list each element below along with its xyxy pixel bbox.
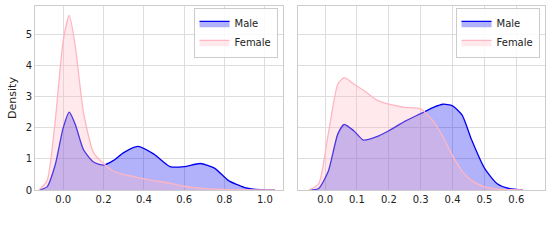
svg-text:Male: Male [497, 18, 521, 29]
svg-text:3: 3 [26, 91, 32, 102]
svg-text:0.6: 0.6 [508, 194, 524, 205]
svg-text:0.6: 0.6 [176, 194, 192, 205]
svg-text:0.1: 0.1 [349, 194, 365, 205]
svg-text:Female: Female [497, 37, 533, 48]
svg-text:Male: Male [235, 18, 259, 29]
svg-text:2: 2 [26, 122, 32, 133]
svg-text:0.2: 0.2 [96, 194, 112, 205]
svg-text:0.2: 0.2 [381, 194, 397, 205]
svg-text:0.5: 0.5 [476, 194, 492, 205]
svg-text:0.0: 0.0 [317, 194, 333, 205]
svg-text:0: 0 [26, 185, 32, 196]
svg-text:1: 1 [26, 153, 32, 164]
svg-text:Density: Density [6, 77, 19, 119]
svg-text:1.0: 1.0 [257, 194, 273, 205]
svg-text:0.8: 0.8 [217, 194, 233, 205]
svg-text:0.4: 0.4 [136, 194, 152, 205]
svg-text:0.0: 0.0 [55, 194, 71, 205]
svg-text:5: 5 [26, 29, 32, 40]
svg-text:Female: Female [235, 37, 271, 48]
svg-text:4: 4 [26, 60, 32, 71]
svg-text:0.3: 0.3 [413, 194, 429, 205]
svg-text:0.4: 0.4 [445, 194, 461, 205]
